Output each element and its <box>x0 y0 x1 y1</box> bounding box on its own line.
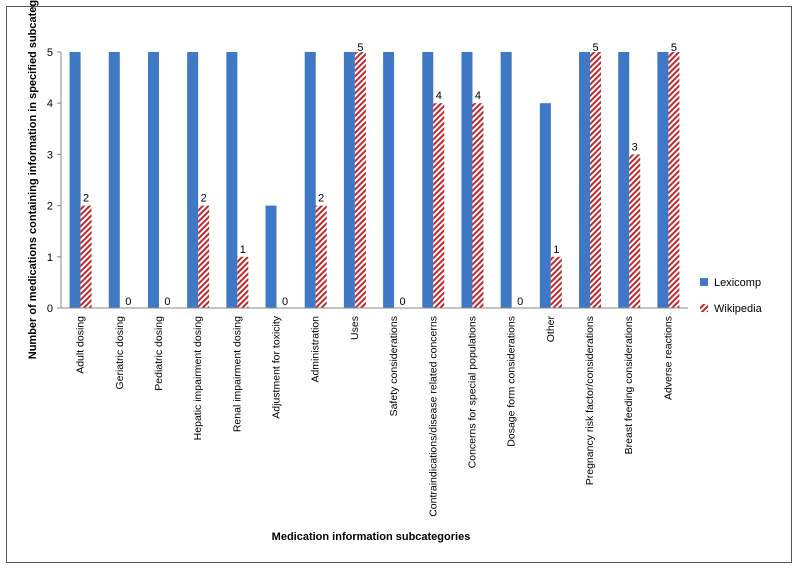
bar-lexicomp <box>579 52 591 308</box>
y-tick-label: 4 <box>47 98 53 110</box>
bar-lexicomp <box>422 52 434 308</box>
x-tick-label: Safety considerations <box>388 316 400 416</box>
bar-wikipedia <box>80 205 92 308</box>
bar-lexicomp <box>304 52 316 308</box>
data-label-wikipedia: 0 <box>400 296 406 308</box>
bar-lexicomp <box>69 52 81 308</box>
data-label-wikipedia: 4 <box>436 90 442 102</box>
bars <box>69 52 680 308</box>
data-label-wikipedia: 5 <box>357 42 363 54</box>
bar-wikipedia <box>590 52 602 308</box>
bar-lexicomp <box>500 52 512 308</box>
legend: Lexicomp Wikipedia <box>700 277 763 315</box>
data-label-wikipedia: 1 <box>240 244 246 256</box>
x-tick-label: Concerns for special populations <box>466 316 478 468</box>
bar-lexicomp <box>657 52 669 308</box>
data-label-wikipedia: 4 <box>475 90 481 102</box>
bar-lexicomp <box>618 52 630 308</box>
bar-lexicomp <box>539 103 551 308</box>
y-tick-label: 0 <box>47 303 53 315</box>
x-tick-label: Contraindications/disease related concer… <box>427 316 439 517</box>
x-tick-label: Pediatric dosing <box>153 316 165 391</box>
x-axis: Adult dosing Geriatric dosing Pediatric do… <box>61 307 688 517</box>
y-tick-label: 5 <box>47 47 53 59</box>
bar-lexicomp <box>343 52 355 308</box>
bar-wikipedia <box>237 256 249 308</box>
x-tick-label: Dosage form considerations <box>506 316 518 447</box>
bar-lexicomp <box>108 52 120 308</box>
legend-swatch-wikipedia <box>700 304 708 312</box>
bar-lexicomp <box>461 52 473 308</box>
bar-lexicomp <box>226 52 238 308</box>
data-label-wikipedia: 2 <box>201 193 207 205</box>
data-label-wikipedia: 0 <box>282 296 288 308</box>
x-tick-label: Renal impairment dosing <box>231 316 243 432</box>
y-tick-label: 1 <box>47 252 53 264</box>
data-label-wikipedia: 1 <box>553 244 559 256</box>
bar-wikipedia <box>550 256 562 308</box>
y-axis: 0 1 2 3 4 5 <box>47 47 62 315</box>
data-labels: 2 0 0 2 1 0 2 5 0 4 4 0 1 5 3 5 <box>83 42 677 308</box>
data-label-wikipedia: 0 <box>164 296 170 308</box>
bar-wikipedia <box>668 52 680 308</box>
bar-lexicomp <box>383 52 395 308</box>
x-tick-label: Uses <box>349 316 361 340</box>
bar-lexicomp <box>147 52 159 308</box>
x-tick-label: Pregnancy risk factor/considerations <box>584 316 596 485</box>
x-tick-label: Adverse reactions <box>662 316 674 400</box>
x-axis-title: Medication information subcategories <box>272 531 471 543</box>
data-label-wikipedia: 5 <box>592 42 598 54</box>
legend-swatch-lexicomp <box>700 278 708 286</box>
data-label-wikipedia: 2 <box>83 193 89 205</box>
x-tick-label: Adult dosing <box>75 316 87 374</box>
bar-wikipedia <box>433 103 445 308</box>
data-label-wikipedia: 3 <box>632 141 638 153</box>
data-label-wikipedia: 0 <box>517 296 523 308</box>
bar-wikipedia <box>354 52 366 308</box>
data-label-wikipedia: 2 <box>318 193 324 205</box>
data-label-wikipedia: 5 <box>671 42 677 54</box>
y-axis-title: Number of medications containing informa… <box>27 0 39 359</box>
x-tick-label: Other <box>545 316 557 343</box>
bar-wikipedia <box>198 205 210 308</box>
legend-label-wikipedia: Wikipedia <box>714 303 763 315</box>
data-label-wikipedia: 0 <box>125 296 131 308</box>
bar-wikipedia <box>629 154 641 308</box>
legend-label-lexicomp: Lexicomp <box>714 277 761 289</box>
x-tick-label: Geriatric dosing <box>114 316 126 390</box>
bar-wikipedia <box>472 103 484 308</box>
y-tick-label: 3 <box>47 149 53 161</box>
x-tick-label: Administration <box>310 316 322 383</box>
x-tick-label: Hepatic impairment dosing <box>192 316 204 440</box>
bar-lexicomp <box>265 205 277 308</box>
x-tick-label: Breast feeding considerations <box>623 316 635 454</box>
y-tick-label: 2 <box>47 201 53 213</box>
x-tick-label: Adjustment for toxicity <box>271 315 283 418</box>
bar-wikipedia <box>315 205 327 308</box>
bar-lexicomp <box>187 52 199 308</box>
